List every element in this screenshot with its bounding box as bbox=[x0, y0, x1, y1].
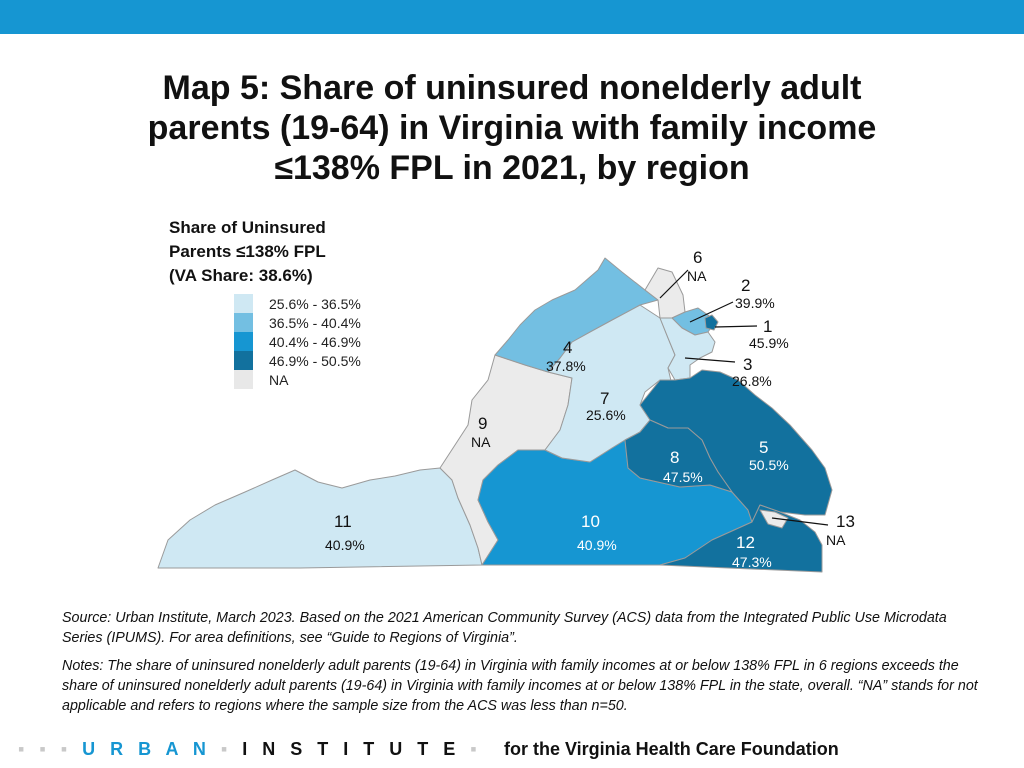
region-3-value: 26.8% bbox=[732, 373, 772, 389]
footer-dots: ▪ ▪ ▪ bbox=[18, 739, 70, 759]
region-8-shape bbox=[624, 419, 733, 493]
legend-item: 40.4% - 46.9% bbox=[234, 332, 361, 351]
region-10-value: 40.9% bbox=[577, 537, 617, 553]
region-1-number: 1 bbox=[763, 317, 772, 336]
legend-item: NA bbox=[234, 370, 361, 389]
legend-item: 25.6% - 36.5% bbox=[234, 294, 361, 313]
region-8-value: 47.5% bbox=[663, 469, 703, 485]
footer-dot: ▪ bbox=[220, 739, 230, 759]
brand-urban: U R B A N bbox=[82, 739, 208, 759]
footer: ▪ ▪ ▪ U R B A N ▪ I N S T I T U T E ▪ fo… bbox=[0, 735, 1024, 765]
leader-line-1 bbox=[714, 325, 758, 328]
leader-line-6 bbox=[659, 269, 689, 299]
region-3-shape bbox=[659, 317, 716, 381]
region-11-number: 11 bbox=[334, 512, 352, 531]
region-11-value: 40.9% bbox=[325, 537, 365, 553]
region-3-number: 3 bbox=[743, 355, 752, 374]
brand-institute: I N S T I T U T E bbox=[242, 739, 458, 759]
region-8-number: 8 bbox=[670, 448, 679, 467]
legend-swatch bbox=[234, 370, 253, 389]
region-9-value: NA bbox=[471, 434, 491, 450]
title-line: ≤138% FPL in 2021, by region bbox=[274, 149, 750, 187]
notes-text: Notes: The share of uninsured nonelderly… bbox=[62, 658, 978, 714]
region-13-number: 13 bbox=[836, 512, 855, 531]
title-line: Map 5: Share of uninsured nonelderly adu… bbox=[162, 69, 862, 107]
urban-institute-logo: ▪ ▪ ▪ U R B A N ▪ I N S T I T U T E ▪ bbox=[18, 739, 479, 760]
region-11-shape bbox=[157, 467, 483, 569]
map-title: Map 5: Share of uninsured nonelderly adu… bbox=[112, 68, 912, 188]
region-5-number: 5 bbox=[759, 438, 768, 457]
region-6-value: NA bbox=[687, 268, 707, 284]
legend-swatch bbox=[234, 351, 253, 370]
region-1-shape bbox=[704, 314, 719, 331]
region-7-number: 7 bbox=[600, 389, 609, 408]
legend-swatch bbox=[234, 294, 253, 313]
leader-line-13 bbox=[771, 517, 829, 526]
legend-title: Share of Uninsured Parents ≤138% FPL (VA… bbox=[169, 216, 326, 288]
region-12-value: 47.3% bbox=[732, 554, 772, 570]
legend-label: 40.4% - 46.9% bbox=[269, 333, 361, 350]
region-9-number: 9 bbox=[478, 414, 487, 433]
legend-swatch bbox=[234, 332, 253, 351]
region-4-value: 37.8% bbox=[546, 358, 586, 374]
legend-title-line: (VA Share: 38.6%) bbox=[169, 266, 313, 285]
top-accent-bar bbox=[0, 0, 1024, 34]
leader-line-2 bbox=[689, 301, 734, 323]
region-13-value: NA bbox=[826, 532, 846, 548]
legend-label: 36.5% - 40.4% bbox=[269, 314, 361, 331]
legend-label: NA bbox=[269, 371, 289, 388]
footer-dot: ▪ bbox=[470, 739, 479, 759]
notes-section: Source: Urban Institute, March 2023. Bas… bbox=[62, 608, 982, 724]
legend-item: 36.5% - 40.4% bbox=[234, 313, 361, 332]
title-line: parents (19-64) in Virginia with family … bbox=[147, 109, 877, 147]
legend-label: 46.9% - 50.5% bbox=[269, 352, 361, 369]
legend-label: 25.6% - 36.5% bbox=[269, 295, 361, 312]
sponsor-text: for the Virginia Health Care Foundation bbox=[504, 739, 839, 759]
region-12-number: 12 bbox=[736, 533, 755, 552]
legend-swatch bbox=[234, 313, 253, 332]
region-1-value: 45.9% bbox=[749, 335, 789, 351]
source-text: Source: Urban Institute, March 2023. Bas… bbox=[62, 610, 947, 646]
region-2-number: 2 bbox=[741, 276, 750, 295]
legend-item: 46.9% - 50.5% bbox=[234, 351, 361, 370]
region-13-shape bbox=[759, 509, 789, 529]
region-2-value: 39.9% bbox=[735, 295, 775, 311]
region-6-number: 6 bbox=[693, 248, 702, 267]
region-4-number: 4 bbox=[563, 338, 572, 357]
legend-title-line: Parents ≤138% FPL bbox=[169, 242, 326, 261]
region-7-value: 25.6% bbox=[586, 407, 626, 423]
legend: 25.6% - 36.5% 36.5% - 40.4% 40.4% - 46.9… bbox=[234, 294, 361, 389]
legend-title-line: Share of Uninsured bbox=[169, 218, 326, 237]
region-10-number: 10 bbox=[581, 512, 600, 531]
leader-line-3 bbox=[684, 357, 736, 363]
region-5-value: 50.5% bbox=[749, 457, 789, 473]
